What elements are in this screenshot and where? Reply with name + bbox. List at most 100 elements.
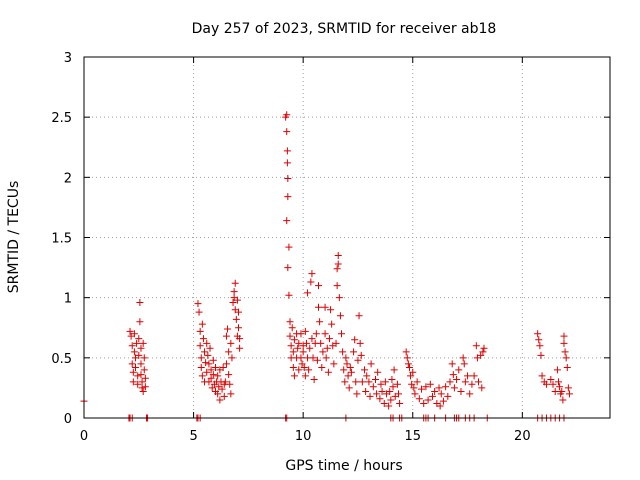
- data-point: [323, 344, 331, 352]
- data-point: [318, 363, 326, 371]
- data-point: [435, 384, 443, 392]
- data-point: [403, 354, 411, 362]
- data-point: [395, 390, 403, 398]
- data-point: [565, 390, 573, 398]
- data-point: [284, 193, 292, 201]
- data-point: [420, 400, 428, 408]
- data-point: [140, 354, 148, 362]
- y-tick-label: 2.5: [51, 111, 72, 126]
- data-point: [324, 368, 332, 376]
- data-point: [444, 392, 452, 400]
- data-point: [294, 344, 302, 352]
- data-point: [295, 339, 303, 347]
- data-point: [336, 312, 344, 320]
- data-point: [408, 380, 416, 388]
- data-point: [327, 306, 335, 314]
- data-point: [301, 327, 309, 335]
- data-point: [137, 371, 145, 379]
- data-point: [562, 354, 570, 362]
- data-points: [80, 111, 573, 422]
- data-point: [129, 378, 137, 386]
- data-point: [214, 390, 222, 398]
- data-point: [464, 372, 472, 380]
- data-point: [355, 312, 363, 320]
- data-point: [236, 335, 244, 343]
- data-point: [554, 378, 562, 386]
- data-point: [356, 339, 364, 347]
- data-point: [283, 128, 291, 136]
- data-point: [334, 260, 342, 268]
- data-point: [564, 384, 572, 392]
- data-point: [304, 289, 312, 297]
- x-tick-label: 15: [404, 429, 421, 444]
- data-point: [205, 360, 213, 368]
- data-point: [333, 265, 341, 273]
- data-point: [134, 372, 142, 380]
- data-point: [232, 315, 240, 323]
- data-point: [436, 402, 444, 410]
- data-point: [196, 342, 204, 350]
- data-point: [402, 348, 410, 356]
- data-point: [199, 335, 207, 343]
- data-point: [537, 351, 545, 359]
- data-point: [358, 378, 366, 386]
- data-point: [479, 348, 487, 356]
- data-point: [128, 342, 136, 350]
- data-point: [442, 383, 450, 391]
- data-point: [335, 294, 343, 302]
- data-point: [235, 324, 243, 332]
- data-point: [287, 342, 295, 350]
- data-point: [373, 390, 381, 398]
- data-point: [413, 378, 421, 386]
- data-point: [208, 384, 216, 392]
- data-point: [344, 372, 352, 380]
- data-point: [307, 278, 315, 286]
- data-point: [409, 368, 417, 376]
- data-point: [300, 363, 308, 371]
- data-point: [312, 330, 320, 338]
- data-point: [480, 344, 488, 352]
- data-point: [330, 360, 338, 368]
- data-point: [556, 383, 564, 391]
- data-point: [439, 397, 447, 405]
- x-tick-label: 10: [295, 429, 312, 444]
- data-point: [333, 282, 341, 290]
- data-point: [424, 396, 432, 404]
- data-point: [284, 264, 292, 272]
- data-point: [426, 380, 434, 388]
- data-point: [236, 344, 244, 352]
- data-point: [352, 378, 360, 386]
- data-point: [229, 298, 237, 306]
- y-tick-label: 3: [64, 51, 72, 66]
- data-point: [437, 390, 445, 398]
- data-point: [316, 318, 324, 326]
- data-point: [343, 360, 351, 368]
- data-point: [449, 371, 457, 379]
- data-point: [137, 344, 145, 352]
- data-point: [376, 395, 384, 403]
- data-point: [561, 348, 569, 356]
- data-point: [346, 363, 354, 371]
- data-point: [428, 392, 436, 400]
- data-point: [220, 392, 228, 400]
- data-point: [308, 270, 316, 278]
- data-point: [339, 348, 347, 356]
- y-axis-title: SRMTID / TECUs: [6, 181, 22, 294]
- data-point: [196, 327, 204, 335]
- data-point: [536, 342, 544, 350]
- data-point: [354, 356, 362, 364]
- data-point: [233, 296, 241, 304]
- data-point: [386, 388, 394, 396]
- data-point: [209, 356, 217, 364]
- y-tick-label: 2: [64, 171, 72, 186]
- data-point: [309, 354, 317, 362]
- data-point: [305, 366, 313, 374]
- data-point: [363, 372, 371, 380]
- data-point: [219, 363, 227, 371]
- data-point: [455, 366, 463, 374]
- data-point: [377, 380, 385, 388]
- data-point: [560, 332, 568, 340]
- data-point: [362, 388, 370, 396]
- x-tick-label: 0: [80, 429, 88, 444]
- data-point: [202, 359, 210, 367]
